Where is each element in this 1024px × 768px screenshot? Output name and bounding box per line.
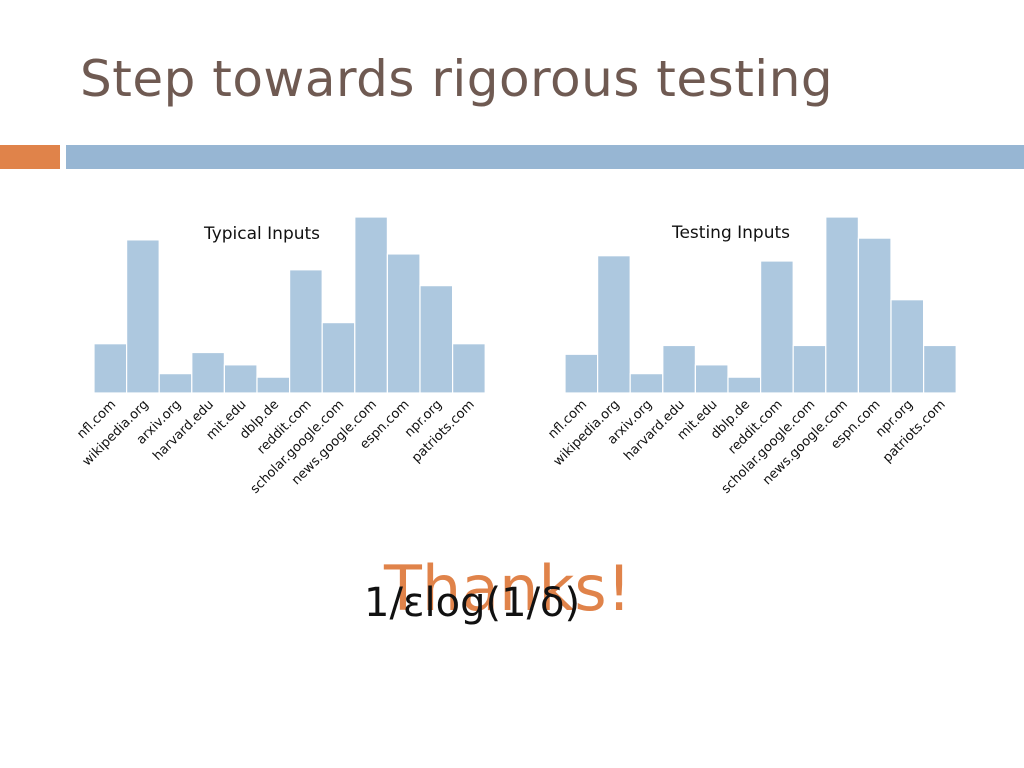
testing-inputs-histogram: nfl.comwikipedia.orgarxiv.orgharvard.edu… (545, 216, 957, 497)
bar-reddit-com (289, 269, 323, 394)
bar-wikipedia-org (125, 239, 160, 394)
bar-dblp-de (727, 376, 762, 394)
bar-scholar-google-com (321, 321, 356, 394)
bar-arxiv-org (629, 373, 664, 394)
accent-bar-orange (0, 145, 60, 169)
bar-harvard-edu (191, 351, 226, 394)
bar-patriots-com (923, 344, 957, 394)
bar-npr-org (890, 299, 925, 394)
bar-scholar-google-com (792, 344, 827, 394)
slide-title: Step towards rigorous testing (80, 50, 834, 108)
typical-inputs-histogram: nfl.comwikipedia.orgarxiv.orgharvard.edu… (74, 216, 486, 497)
bar-espn-com (386, 253, 421, 394)
bar-news-google-com (825, 216, 859, 394)
bar-espn-com (857, 237, 892, 394)
bar-harvard-edu (662, 344, 697, 394)
bar-patriots-com (452, 343, 486, 394)
bar-wikipedia-org (596, 255, 631, 394)
bar-dblp-de (256, 376, 291, 394)
thanks-text: Thanks! (384, 552, 632, 625)
chart-title: Typical Inputs (203, 224, 320, 244)
bar-mit-edu (223, 364, 258, 394)
bar-reddit-com (760, 260, 794, 394)
accent-bar-blue (66, 145, 1024, 169)
bar-arxiv-org (158, 373, 193, 394)
formula-text: 1/εlog(1/δ) (364, 580, 581, 626)
bar-nfl-com (564, 353, 599, 394)
bar-npr-org (419, 285, 454, 394)
bar-mit-edu (694, 364, 729, 394)
bar-nfl-com (93, 343, 128, 394)
bar-news-google-com (354, 216, 388, 394)
chart-title: Testing Inputs (671, 223, 790, 243)
